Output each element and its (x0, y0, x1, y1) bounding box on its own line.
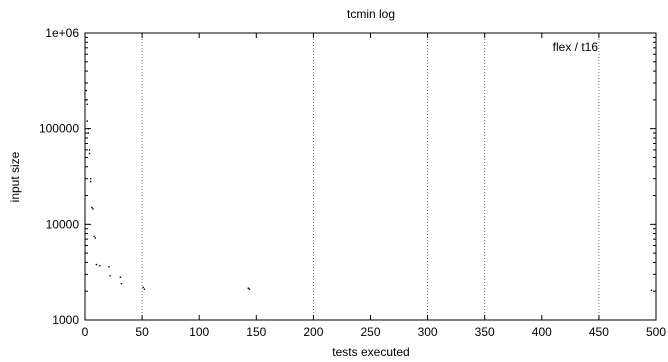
x-tick-label: 500 (646, 325, 666, 339)
plot-border (84, 32, 657, 321)
data-point (89, 177, 92, 180)
data-point (85, 89, 87, 92)
data-point (94, 237, 97, 239)
data-point (92, 208, 94, 210)
x-axis-label: tests executed (332, 345, 409, 359)
x-tick-label: 0 (82, 325, 89, 339)
y-axis-label: input size (8, 151, 22, 202)
data-point (95, 263, 98, 266)
x-tick-label: 200 (303, 325, 323, 339)
data-point (86, 103, 89, 106)
data-point (88, 152, 91, 155)
chart-title: tcmin log (347, 7, 395, 21)
axis-frame (84, 32, 657, 321)
x-axis-ticks: 0 50 100 150 200 250 300 350 400 450 500 (82, 33, 666, 339)
vertical-markers (141, 33, 600, 320)
data-point (99, 264, 101, 267)
x-tick-label: 400 (532, 325, 552, 339)
x-tick-label: 50 (135, 325, 149, 339)
data-point (120, 282, 123, 285)
data-point (247, 287, 250, 289)
data-point (248, 288, 251, 290)
data-points (85, 89, 653, 291)
data-point (91, 206, 93, 209)
data-point (119, 276, 122, 279)
data-point (650, 289, 653, 291)
data-point (143, 288, 146, 290)
data-point (88, 149, 91, 151)
x-tick-label: 300 (418, 325, 438, 339)
data-point (89, 180, 92, 183)
x-tick-label: 450 (589, 325, 609, 339)
data-point (109, 274, 111, 277)
y-tick-label: 1000 (52, 313, 79, 327)
x-tick-label: 100 (189, 325, 209, 339)
y-tick-label: 1e+06 (45, 26, 79, 40)
data-point (108, 265, 110, 268)
x-tick-label: 250 (360, 325, 380, 339)
data-point (93, 235, 95, 238)
y-axis-ticks: 1000 10000 100000 1e+06 (39, 26, 656, 327)
data-point (86, 120, 89, 122)
y-tick-label: 100000 (39, 122, 79, 136)
x-tick-label: 150 (246, 325, 266, 339)
data-point (87, 132, 90, 134)
legend-label: flex / t16 (553, 40, 599, 54)
data-point (142, 286, 145, 289)
y-tick-label: 10000 (46, 217, 80, 231)
x-tick-label: 350 (475, 325, 495, 339)
